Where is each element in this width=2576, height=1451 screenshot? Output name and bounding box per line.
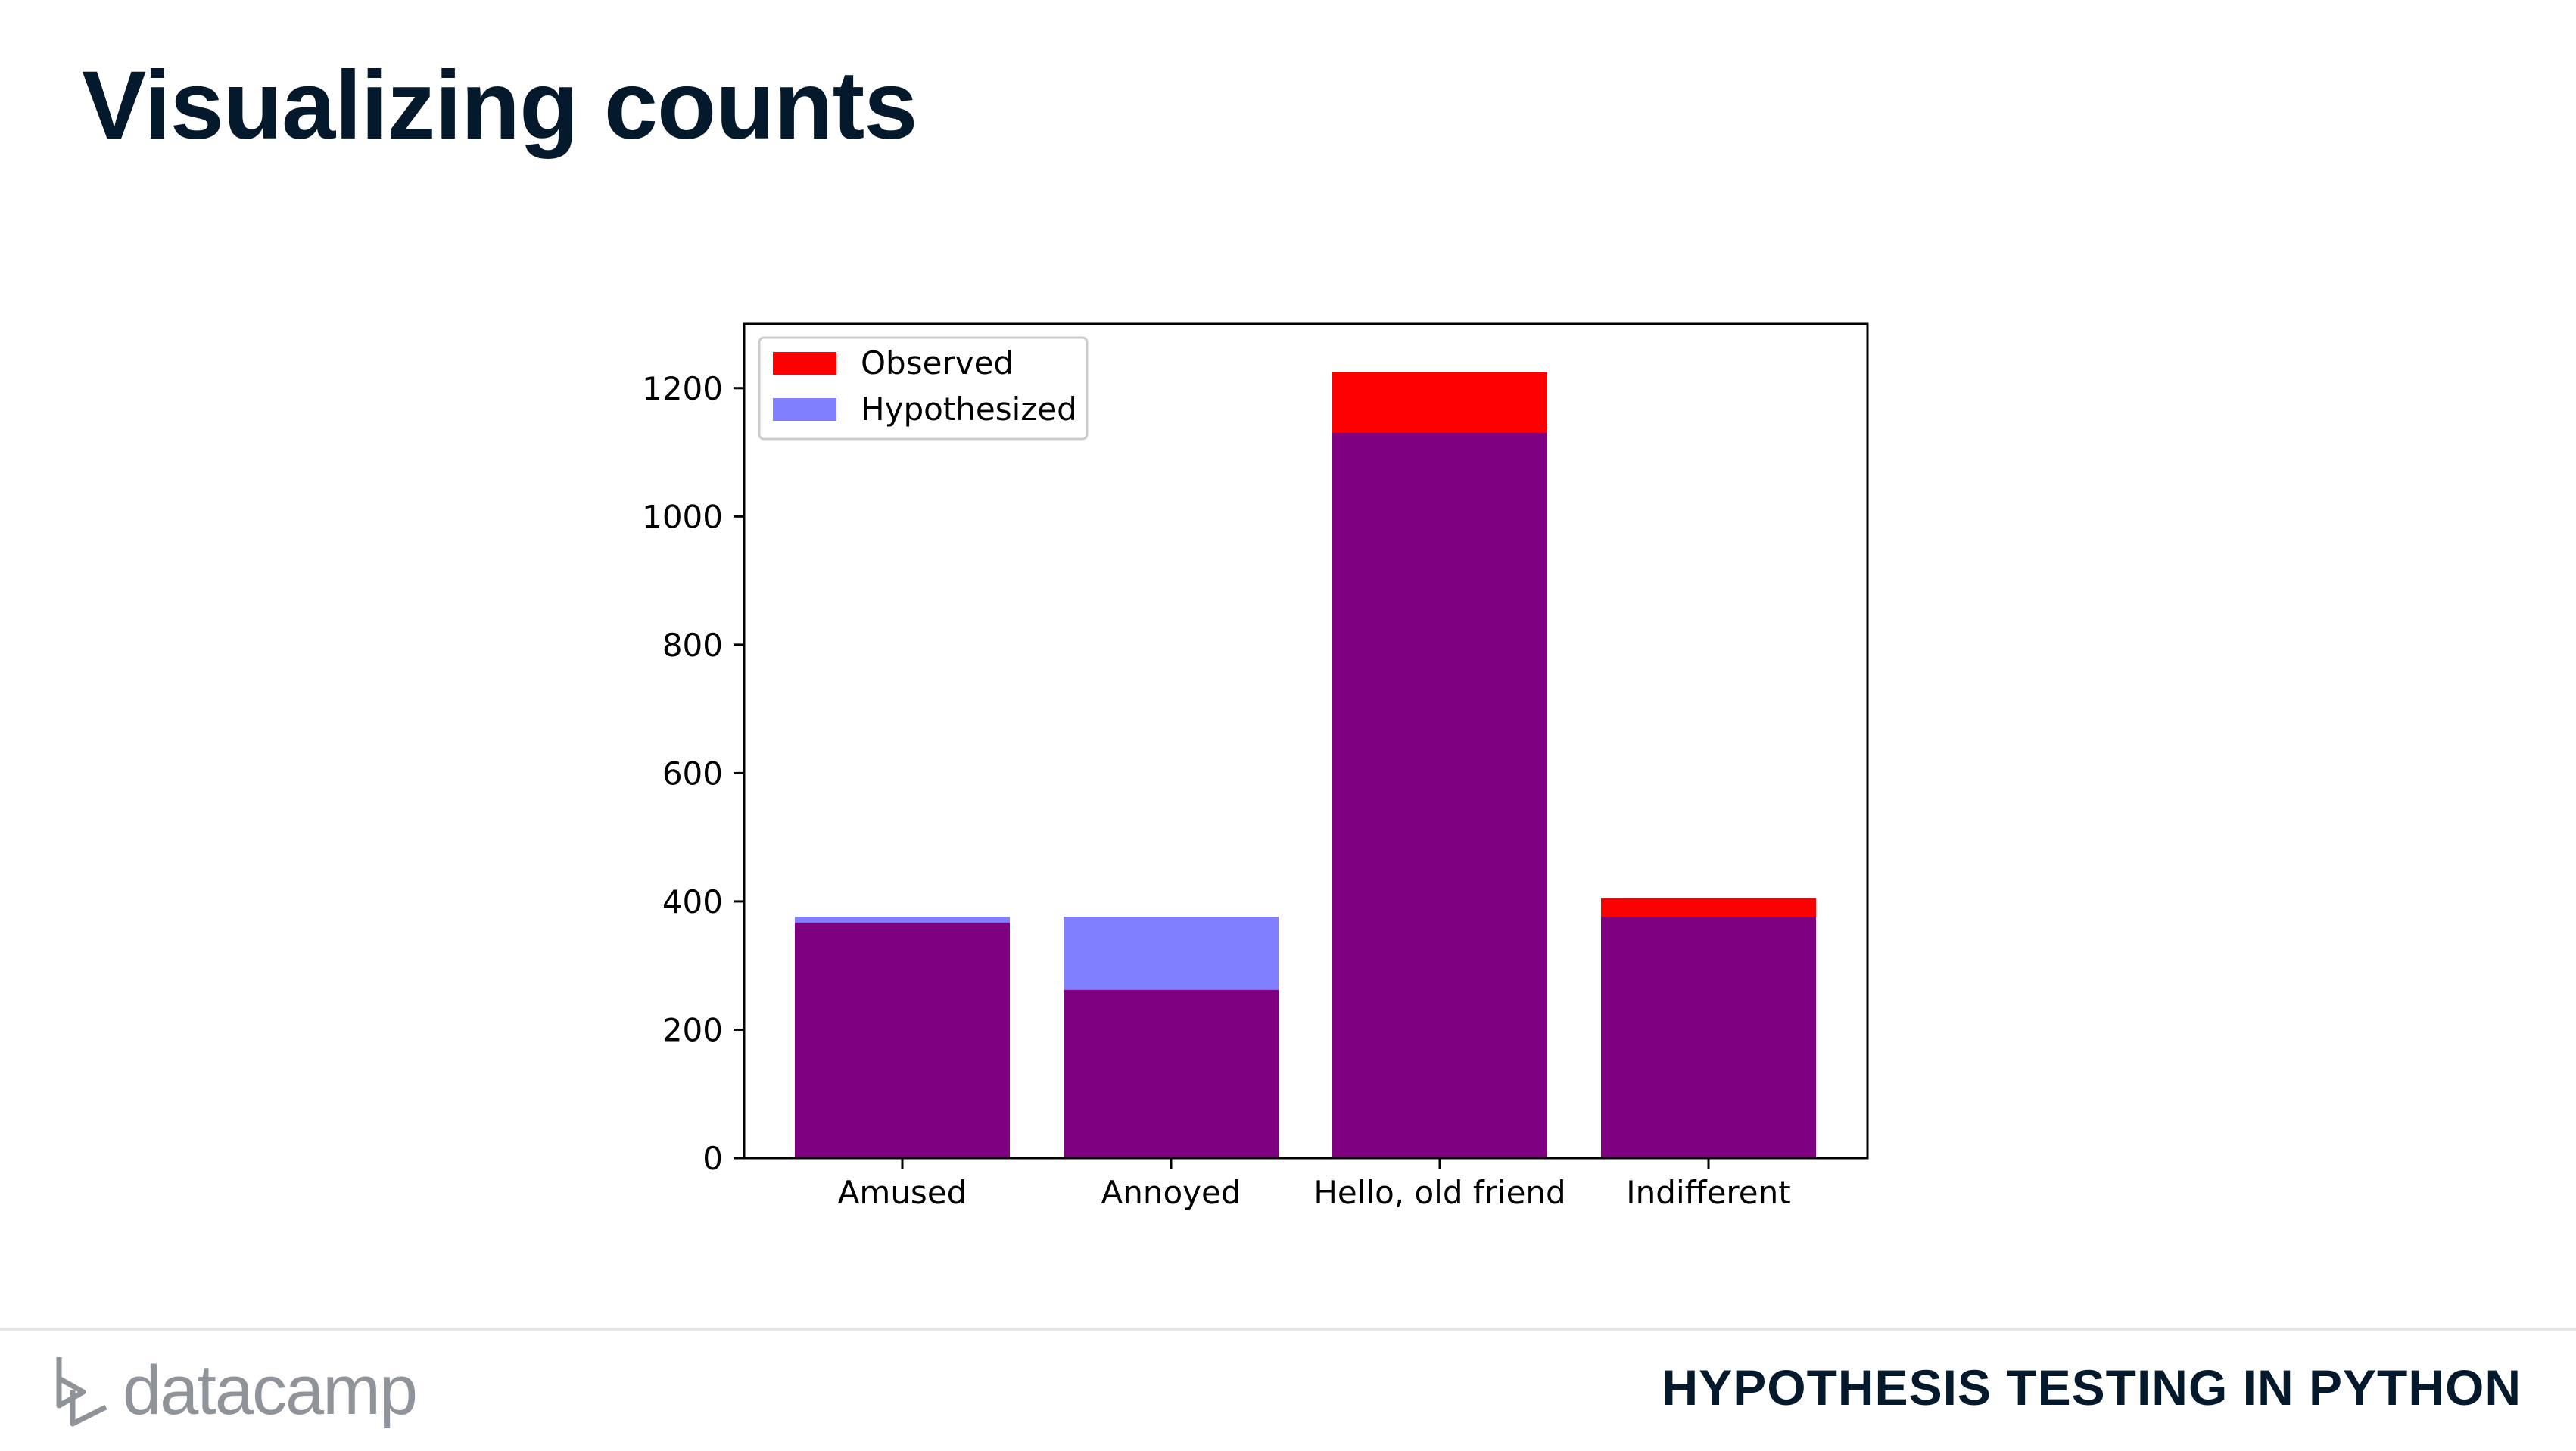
legend: Observed Hypothesized	[758, 336, 1089, 441]
x-tick-label: Amused	[838, 1174, 967, 1211]
datacamp-logo-icon	[56, 1357, 107, 1427]
axes-layer: 0 200 400 600 800 1000 1200 Amused Annoyed Hello,…	[642, 322, 1869, 1211]
y-tick-label: 1200	[642, 370, 723, 407]
footer-divider	[0, 1328, 2576, 1331]
legend-label-hypothesized: Hypothesized	[861, 391, 1077, 428]
y-tick-label: 800	[662, 627, 723, 664]
logo-wordmark: datacamp	[123, 1351, 418, 1429]
bars-layer	[795, 372, 1816, 1159]
bar-hypothesized-2	[1332, 433, 1547, 1158]
plot-frame	[743, 322, 1869, 1160]
x-tick-label: Indifferent	[1626, 1174, 1790, 1211]
y-tick-label: 600	[662, 755, 723, 792]
legend-box	[758, 336, 1089, 441]
y-tick-label: 1000	[642, 498, 723, 535]
y-tick-label: 0	[702, 1140, 723, 1177]
legend-label-observed: Observed	[861, 344, 1014, 381]
bar-hypothesized-3	[1601, 917, 1816, 1158]
y-tick-label: 200	[662, 1011, 723, 1048]
course-title: HYPOTHESIS TESTING IN PYTHON	[1662, 1359, 2521, 1415]
y-tick-label: 400	[662, 883, 723, 920]
legend-swatch-hypothesized	[773, 398, 836, 421]
x-tick-label: Annoyed	[1101, 1174, 1241, 1211]
datacamp-logo: datacamp	[53, 1349, 418, 1432]
slide-title: Visualizing counts	[82, 51, 917, 160]
x-tick-label: Hello, old friend	[1313, 1174, 1565, 1211]
bar-hypothesized-0	[795, 917, 1010, 1158]
bar-hypothesized-1	[1064, 917, 1279, 1158]
legend-swatch-observed	[773, 352, 836, 375]
bar-chart: 0 200 400 600 800 1000 1200 Amused Annoyed Hello,…	[642, 322, 1869, 1211]
